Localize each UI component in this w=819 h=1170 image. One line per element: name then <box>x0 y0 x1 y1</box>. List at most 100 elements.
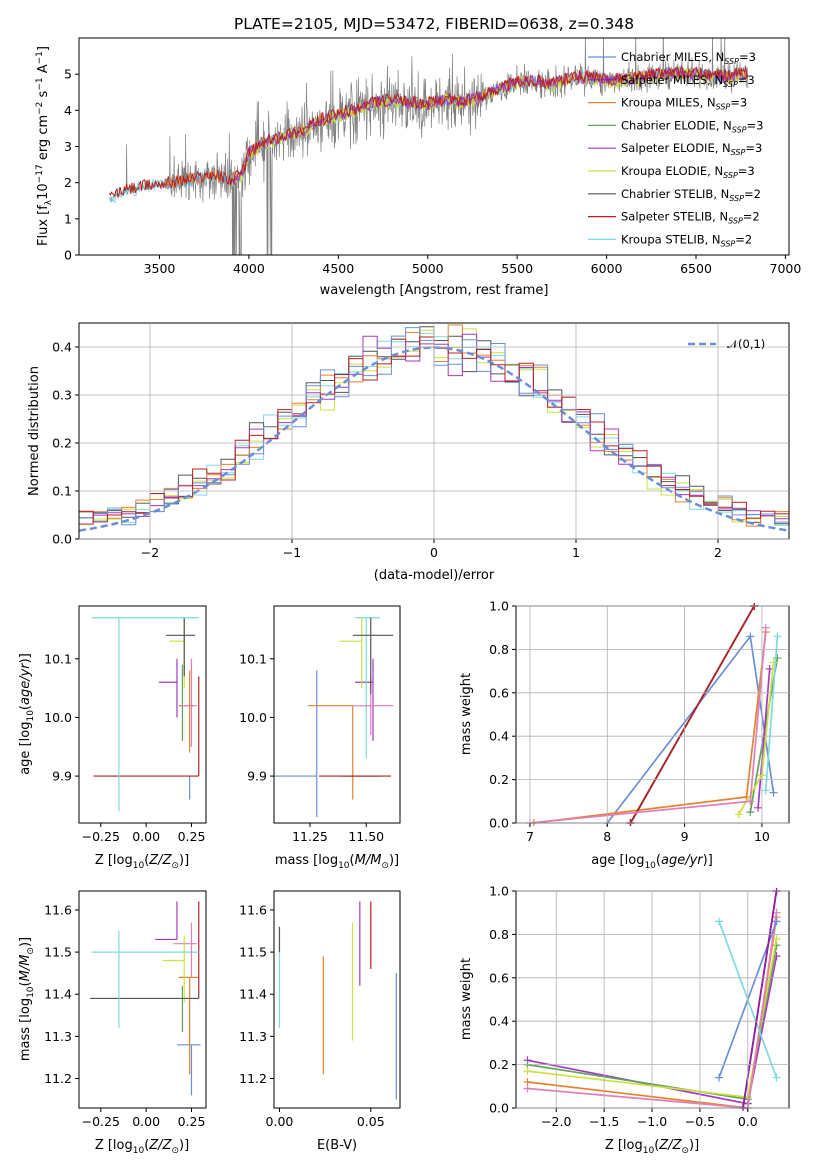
normal-curve <box>79 346 787 532</box>
weight-line <box>757 668 771 808</box>
x-tick-label: −0.25 <box>82 1114 120 1129</box>
x-tick-label: 9 <box>681 829 689 844</box>
legend-label: Chabrier ELODIE, NSSP=3 <box>621 118 763 134</box>
residual-legend: 𝒩(0,1) <box>688 337 765 351</box>
y-tick-label: 0.8 <box>489 927 509 942</box>
y-tick-label: 0 <box>64 248 72 263</box>
weight-line <box>629 605 755 824</box>
x-tick-label: 5000 <box>412 261 444 276</box>
y-tick-label: 0.2 <box>489 1057 509 1072</box>
weight-marker <box>761 623 770 632</box>
x-tick-label: 7 <box>526 829 534 844</box>
residual-ylabel: Normed distribution <box>27 366 42 496</box>
x-tick-label: 11.25 <box>292 829 328 844</box>
x-tick-label: 0.0 <box>738 1114 758 1129</box>
figure-title: PLATE=2105, MJD=53472, FIBERID=0638, z=0… <box>234 15 634 33</box>
x-tick-label: −2.0 <box>541 1114 571 1129</box>
legend-label: Salpeter STELIB, NSSP=2 <box>621 210 760 226</box>
y-tick-label: 0.4 <box>489 729 509 744</box>
x-tick-label: 0.00 <box>132 1114 160 1129</box>
errorbars <box>89 901 201 1096</box>
y-tick-label: 11.4 <box>44 987 72 1002</box>
y-tick-label: 11.6 <box>239 902 267 917</box>
x-tick-label: −1.0 <box>637 1114 667 1129</box>
mass-vs-z-ylabel: mass [log10(M/M⊙)] <box>18 937 36 1061</box>
weight-marker <box>746 797 755 806</box>
age-vs-mass-panel: 11.25 11.50 9.9 10.0 10.1 mass [log10(M/M⊙)] <box>239 605 401 871</box>
legend-label: Salpeter ELODIE, NSSP=3 <box>621 141 762 157</box>
model-spectrum-line <box>108 66 749 204</box>
weight-marker <box>754 803 763 812</box>
y-tick-label: 11.2 <box>44 1071 72 1086</box>
x-tick-label: 4000 <box>233 261 265 276</box>
errorbars <box>278 901 397 1100</box>
legend-label: Kroupa STELIB, NSSP=2 <box>621 232 752 248</box>
x-tick-label: −0.5 <box>685 1114 715 1129</box>
x-tick-label: 1 <box>572 545 580 560</box>
y-tick-label: 0.3 <box>52 388 72 403</box>
y-tick-label: 0.6 <box>489 685 509 700</box>
y-tick-label: 10.1 <box>44 651 72 666</box>
weight-marker <box>773 632 782 641</box>
weight-marker <box>772 1073 781 1082</box>
legend-label: Chabrier STELIB, NSSP=2 <box>621 187 761 203</box>
age-vs-z-ylabel: age [log10(age/yr)] <box>18 653 36 775</box>
x-tick-label: 0.25 <box>178 829 206 844</box>
legend-label: Kroupa MILES, NSSP=3 <box>621 96 747 112</box>
x-tick-label: 0.05 <box>357 1114 385 1129</box>
observed-spectrum-line <box>109 38 749 255</box>
x-tick-label: 11.50 <box>348 829 384 844</box>
x-tick-label: 5500 <box>501 261 533 276</box>
mass-vs-ebv-panel: 0.00 0.05 11.2 11.3 11.4 11.5 11.6 E(B-V) <box>239 890 401 1153</box>
y-tick-label: 0.0 <box>489 1101 509 1116</box>
x-tick-label: 10 <box>754 829 770 844</box>
mass-vs-z-xlabel: Z [log10(Z/Z⊙)] <box>95 1138 189 1156</box>
y-tick-label: 5 <box>64 67 72 82</box>
x-tick-label: 2 <box>714 545 722 560</box>
weight-lines <box>525 603 782 826</box>
y-tick-label: 0.2 <box>52 436 72 451</box>
x-tick-label: 3500 <box>144 261 176 276</box>
y-tick-label: 0.2 <box>489 772 509 787</box>
y-tick-label: 0.0 <box>52 532 72 547</box>
massweight-vs-z-ylabel: mass weight <box>459 958 474 1040</box>
weight-marker <box>715 1073 724 1082</box>
y-tick-label: 9.9 <box>247 769 267 784</box>
y-tick-label: 11.5 <box>44 945 72 960</box>
age-vs-mass-xlabel: mass [log10(M/M⊙)] <box>275 853 399 871</box>
age-vs-z-xlabel: Z [log10(Z/Z⊙)] <box>95 853 189 871</box>
residual-legend-label: 𝒩(0,1) <box>727 337 765 351</box>
y-tick-label: 11.3 <box>44 1029 72 1044</box>
y-tick-label: 10.0 <box>239 710 267 725</box>
y-tick-label: 0.0 <box>489 816 509 831</box>
y-tick-label: 11.5 <box>239 945 267 960</box>
x-tick-label: 4500 <box>322 261 354 276</box>
weight-line <box>742 890 778 1109</box>
y-tick-label: 11.4 <box>239 987 267 1002</box>
errorbars <box>274 617 394 818</box>
age-vs-z-panel: −0.25 0.00 0.25 9.9 10.0 10.1 Z [log10(Z/Z⊙)]… <box>18 605 207 871</box>
massweight-vs-z-xlabel: Z [log10(Z/Z⊙)] <box>605 1138 699 1156</box>
x-tick-label: −1 <box>283 545 301 560</box>
y-tick-label: 0.4 <box>52 340 72 355</box>
y-tick-label: 9.9 <box>52 769 72 784</box>
weight-marker <box>746 632 755 641</box>
mass-vs-z-panel: −0.25 0.00 0.25 11.2 11.3 11.4 11.5 11.6 Z [log… <box>18 890 207 1156</box>
weight-marker <box>715 917 724 926</box>
residual-xlabel: (data-model)/error <box>374 568 495 583</box>
y-tick-label: 1.0 <box>489 599 509 614</box>
y-tick-label: 2 <box>64 175 72 190</box>
x-tick-label: 8 <box>603 829 611 844</box>
y-tick-label: 1.0 <box>489 884 509 899</box>
y-tick-label: 4 <box>64 103 72 118</box>
y-tick-label: 0.8 <box>489 642 509 657</box>
y-tick-label: 0.4 <box>489 1014 509 1029</box>
massweight-vs-age-xlabel: age [log10(age/yr)] <box>591 853 713 871</box>
y-tick-label: 11.6 <box>44 902 72 917</box>
weight-marker <box>523 1067 532 1076</box>
x-tick-label: 0 <box>430 545 438 560</box>
massweight-vs-age-panel: 7 8 9 10 0.0 0.2 0.4 0.6 0.8 1.0 age [log10(age/y… <box>459 599 790 871</box>
residual-panel: −2 −1 0 1 2 0.0 0.1 0.2 0.3 0.4 (data-model)/erro… <box>27 322 790 583</box>
y-tick-label: 10.0 <box>44 710 72 725</box>
y-tick-label: 3 <box>64 139 72 154</box>
